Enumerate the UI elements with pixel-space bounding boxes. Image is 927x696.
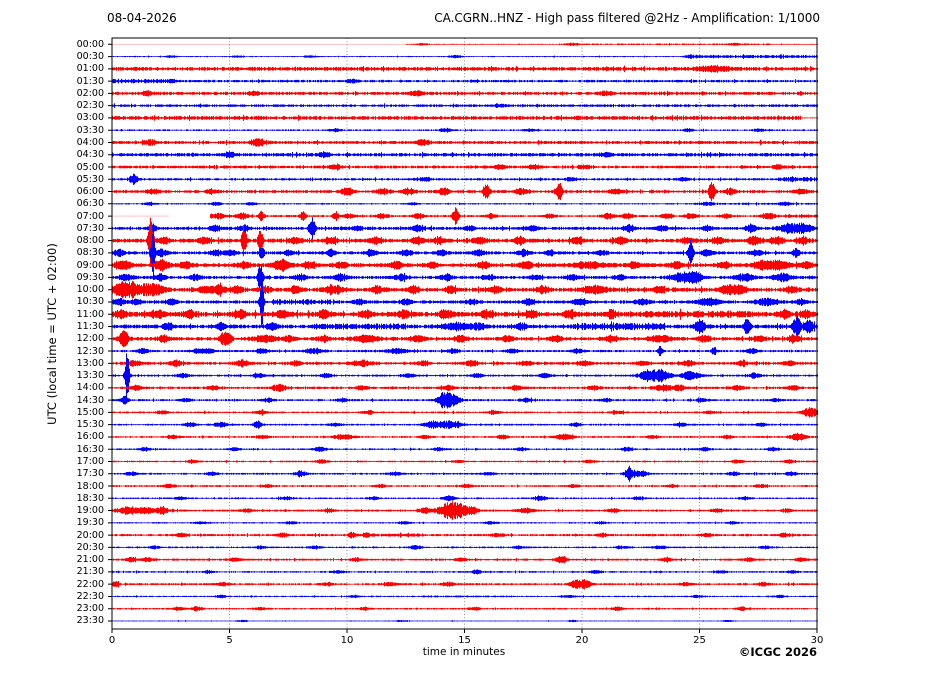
date-title: 08-04-2026 <box>107 11 177 25</box>
y-tick-label: 16:30 <box>76 443 104 455</box>
y-tick-label: 13:00 <box>76 357 104 369</box>
y-tick-label: 08:30 <box>76 247 104 259</box>
y-tick-label: 05:30 <box>76 173 104 185</box>
y-tick-label: 19:30 <box>76 517 104 529</box>
y-tick-label: 14:30 <box>76 394 104 406</box>
y-tick-label: 23:00 <box>76 603 104 615</box>
y-tick-label: 21:00 <box>76 554 104 566</box>
y-tick-label: 17:30 <box>76 468 104 480</box>
y-tick-label: 22:30 <box>76 590 104 602</box>
y-tick-label: 13:30 <box>76 370 104 382</box>
y-tick-label: 17:00 <box>76 455 104 467</box>
x-axis-label: time in minutes <box>422 646 506 658</box>
y-tick-label: 03:30 <box>76 124 104 136</box>
y-tick-label: 09:00 <box>76 259 104 271</box>
y-tick-label: 00:30 <box>76 51 104 63</box>
y-tick-label: 10:00 <box>76 284 104 296</box>
y-tick-label: 00:00 <box>76 38 104 50</box>
y-tick-label: 08:00 <box>76 235 104 247</box>
x-tick-label: 0 <box>108 635 116 646</box>
y-tick-label: 03:00 <box>76 112 104 124</box>
y-tick-label: 18:00 <box>76 480 104 492</box>
y-tick-label: 21:30 <box>76 566 104 578</box>
y-tick-label: 22:00 <box>76 578 104 590</box>
y-tick-label: 04:00 <box>76 136 104 148</box>
y-tick-label: 01:30 <box>76 75 104 87</box>
y-tick-label: 01:00 <box>76 63 104 75</box>
y-tick-label: 06:00 <box>76 186 104 198</box>
y-tick-label: 06:30 <box>76 198 104 210</box>
y-tick-label: 20:00 <box>76 529 104 541</box>
y-tick-label: 14:00 <box>76 382 104 394</box>
y-tick-label: 05:00 <box>76 161 104 173</box>
x-tick-label: 25 <box>693 635 706 646</box>
y-tick-label: 18:30 <box>76 492 104 504</box>
y-tick-label: 19:00 <box>76 505 104 517</box>
y-tick-label: 02:00 <box>76 87 104 99</box>
plot-title: CA.CGRN..HNZ - High pass filtered @2Hz -… <box>434 11 820 25</box>
x-tick-label: 30 <box>810 635 824 646</box>
y-tick-label: 15:30 <box>76 419 104 431</box>
credit-text: ©ICGC 2026 <box>738 645 817 659</box>
y-tick-label: 20:30 <box>76 541 104 553</box>
x-tick-label: 20 <box>575 635 589 646</box>
y-tick-label: 16:00 <box>76 431 104 443</box>
y-tick-label: 04:30 <box>76 149 104 161</box>
y-tick-label: 11:00 <box>76 308 104 320</box>
y-tick-label: 10:30 <box>76 296 104 308</box>
y-tick-label: 02:30 <box>76 100 104 112</box>
x-tick-label: 5 <box>226 635 233 646</box>
y-tick-label: 11:30 <box>76 321 104 332</box>
y-tick-label: 07:30 <box>76 222 104 234</box>
y-tick-label: 09:30 <box>76 271 104 283</box>
y-tick-label: 07:00 <box>76 210 104 222</box>
x-tick-label: 15 <box>458 635 471 646</box>
y-tick-label: 15:00 <box>76 406 104 418</box>
y-tick-label: 12:00 <box>76 333 104 345</box>
x-tick-label: 10 <box>340 635 354 646</box>
y-tick-label: 23:30 <box>76 615 104 627</box>
y-tick-label: 12:30 <box>76 345 104 357</box>
